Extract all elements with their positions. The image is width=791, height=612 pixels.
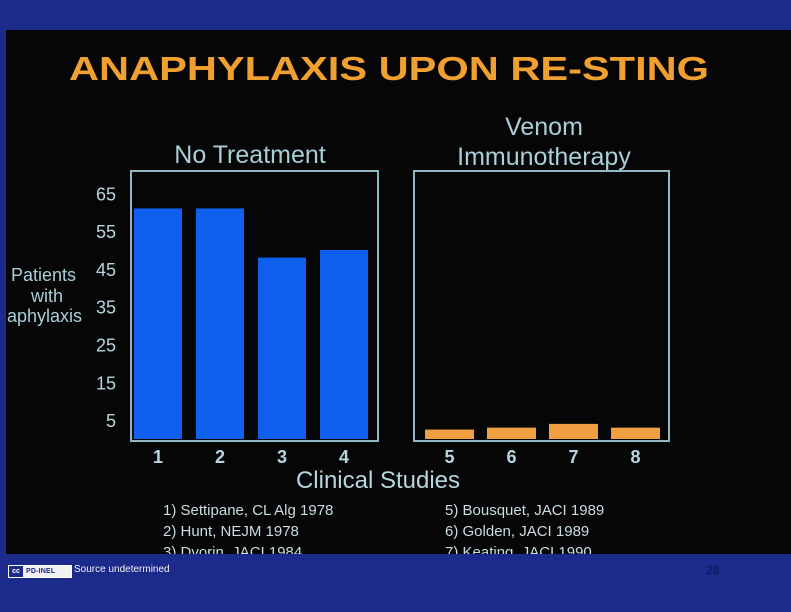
y-tick-label: 15 (96, 373, 116, 393)
reference-5: 5) Bousquet, JACI 1989 (445, 502, 604, 519)
x-axis-label: Clinical Studies (296, 467, 460, 494)
x-tick-label: 7 (568, 447, 578, 467)
reference-1: 1) Settipane, CL Alg 1978 (163, 502, 333, 519)
bar-study-2 (196, 208, 244, 439)
source-text: Source undetermined (74, 564, 170, 575)
y-tick-label: 45 (96, 260, 116, 280)
x-tick-label: 1 (153, 447, 163, 467)
y-axis-label-line-2: with (30, 286, 63, 306)
bar-study-6 (487, 427, 536, 439)
x-tick-label: 8 (630, 447, 640, 467)
x-tick-label: 3 (277, 447, 287, 467)
bar-study-5 (425, 429, 474, 439)
y-tick-label: 55 (96, 222, 116, 242)
bars (134, 208, 660, 439)
bar-study-7 (549, 423, 598, 439)
panel-title-no-treatment: No Treatment (174, 141, 326, 169)
license-badge[interactable]: cc PD-INEL (8, 565, 72, 578)
y-axis-label-line-1: Patients (11, 265, 76, 285)
page-number: 28 (706, 563, 720, 577)
creative-commons-icon: cc (9, 566, 23, 577)
y-tick-label: 35 (96, 298, 116, 318)
reference-3: 3) Dvorin, JACI 1984 (163, 544, 302, 554)
license-badge-text: PD-INEL (26, 568, 56, 575)
chart: ANAPHYLAXIS UPON RE-STING No Treatment V… (7, 50, 709, 554)
y-ticks: 65 55 45 35 25 15 5 (96, 184, 116, 431)
x-tick-label: 6 (506, 447, 516, 467)
panel-frame-no-treatment (130, 170, 379, 442)
reference-2: 2) Hunt, NEJM 1978 (163, 523, 299, 540)
footer (0, 554, 791, 612)
panel-title-immunotherapy: Immunotherapy (457, 143, 631, 171)
bar-study-3 (258, 257, 306, 439)
y-tick-label: 25 (96, 336, 116, 356)
panel-frame-venom-immunotherapy (413, 170, 670, 442)
bar-study-1 (134, 208, 182, 439)
reference-6: 6) Golden, JACI 1989 (445, 523, 589, 540)
x-tick-label: 5 (444, 447, 454, 467)
x-ticks: 1 2 3 4 5 6 7 8 (153, 447, 641, 467)
slide: ANAPHYLAXIS UPON RE-STING No Treatment V… (6, 30, 791, 554)
x-tick-label: 2 (215, 447, 225, 467)
panel-title-venom: Venom (505, 113, 583, 141)
y-tick-label: 65 (96, 184, 116, 204)
reference-7: 7) Keating, JACI 1990 (445, 544, 592, 554)
bar-study-8 (611, 427, 660, 439)
bar-study-4 (320, 250, 368, 439)
chart-title: ANAPHYLAXIS UPON RE-STING (69, 50, 709, 87)
y-tick-label: 5 (106, 411, 116, 431)
x-tick-label: 4 (339, 447, 349, 467)
y-axis-label-line-3: aphylaxis (7, 306, 82, 326)
